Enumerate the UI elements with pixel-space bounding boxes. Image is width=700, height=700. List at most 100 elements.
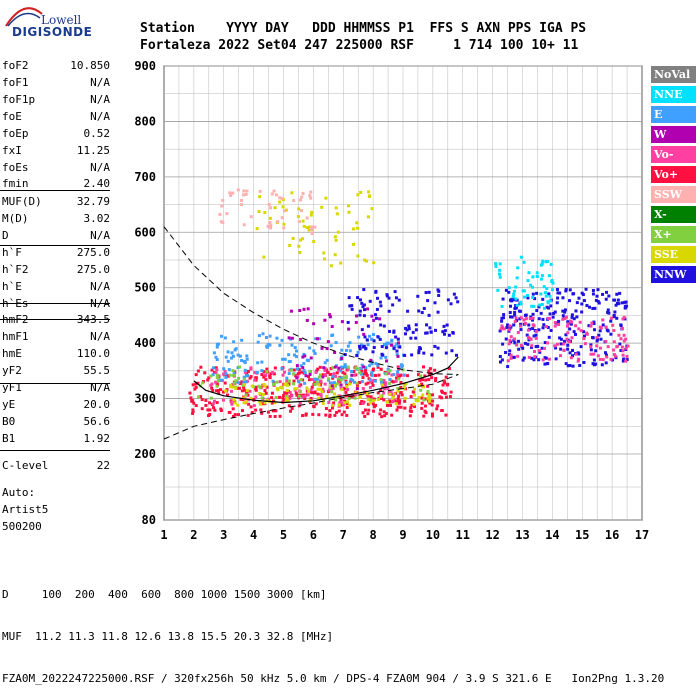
echo-point-vo- xyxy=(366,412,370,416)
echo-point-nnw xyxy=(403,332,407,336)
echo-point-x- xyxy=(260,396,264,400)
echo-point-nnw xyxy=(574,332,578,336)
echo-point-vo- xyxy=(329,366,333,370)
echo-point-sse xyxy=(352,242,356,246)
echo-point-nnw xyxy=(531,318,535,322)
echo-point-nnw xyxy=(541,326,545,330)
echo-point-x- xyxy=(357,367,361,371)
echo-point-x- xyxy=(238,365,242,369)
echo-point-vo- xyxy=(389,391,393,395)
echo-point-e xyxy=(240,359,244,363)
echo-point-nnw xyxy=(504,350,508,354)
echo-point-e xyxy=(339,369,343,373)
echo-point-sse xyxy=(299,238,303,242)
echo-point-e xyxy=(281,357,285,361)
echo-point-vo- xyxy=(395,400,399,404)
legend-sse: SSE xyxy=(651,246,696,263)
echo-point-vo- xyxy=(424,378,428,382)
x-tick-label: 17 xyxy=(635,528,649,542)
logo-digisonde-text: DIGISONDE xyxy=(12,25,93,39)
echo-point-vo- xyxy=(191,408,195,412)
echo-point-vo- xyxy=(263,389,267,393)
echo-point-vo- xyxy=(514,316,518,320)
echo-point-vo- xyxy=(519,343,523,347)
echo-point-vo- xyxy=(283,391,287,395)
echo-point-ssw xyxy=(310,231,314,235)
echo-point-nnw xyxy=(591,336,595,340)
echo-point-nne xyxy=(542,285,546,289)
echo-point-nnw xyxy=(622,357,626,361)
echo-point-nnw xyxy=(571,364,575,368)
echo-point-ssw xyxy=(305,216,309,220)
echo-point-sse xyxy=(263,384,267,388)
echo-point-e xyxy=(231,354,235,358)
echo-point-vo- xyxy=(306,393,310,397)
echo-point-nnw xyxy=(498,355,502,359)
param-separator xyxy=(0,450,110,451)
echo-point-vo- xyxy=(328,414,332,418)
echo-point-vo- xyxy=(270,396,274,400)
echo-point-x- xyxy=(215,373,219,377)
echo-point-vo- xyxy=(207,413,211,417)
echo-point-e xyxy=(256,361,260,365)
echo-point-sse xyxy=(291,236,295,240)
echo-point-vo- xyxy=(271,409,275,413)
echo-point-vo- xyxy=(253,371,257,375)
echo-point-nne xyxy=(497,272,501,276)
echo-point-vo- xyxy=(282,398,286,402)
echo-point-x- xyxy=(231,369,235,373)
echo-point-sse xyxy=(376,397,380,401)
echo-point-vo- xyxy=(531,316,535,320)
echo-point-nnw xyxy=(576,351,580,355)
echo-point-e xyxy=(334,341,338,345)
echo-point-vo- xyxy=(207,376,211,380)
echo-point-nnw xyxy=(580,291,584,295)
echo-point-sse xyxy=(229,385,233,389)
echo-point-nnw xyxy=(358,298,362,302)
x-tick-label: 10 xyxy=(426,528,440,542)
echo-point-nnw xyxy=(512,323,516,327)
echo-point-ssw xyxy=(244,193,248,197)
echo-point-vo- xyxy=(325,368,329,372)
echo-point-vo- xyxy=(331,376,335,380)
echo-point-ssw xyxy=(300,209,304,213)
echo-point-vo- xyxy=(331,387,335,391)
digisonde-logo-icon xyxy=(5,7,43,27)
echo-point-vo- xyxy=(574,324,578,328)
echo-point-sse xyxy=(333,253,337,257)
legend-w: W xyxy=(651,126,696,143)
file-info: FZA0M_2022247225000.RSF / 320fx256h 50 k… xyxy=(2,672,665,685)
echo-point-nnw xyxy=(568,351,572,355)
echo-point-w xyxy=(355,387,359,391)
echo-point-vo- xyxy=(562,342,566,346)
echo-point-vo- xyxy=(615,344,619,348)
echo-point-e xyxy=(245,357,249,361)
echo-point-w xyxy=(323,318,327,322)
echo-point-nnw xyxy=(394,296,398,300)
echo-point-sse xyxy=(308,225,312,229)
echo-point-w xyxy=(298,308,302,312)
echo-point-nnw xyxy=(381,353,385,357)
legend-nne: NNE xyxy=(651,86,696,103)
echo-point-vo- xyxy=(191,409,195,413)
echo-point-nnw xyxy=(561,309,565,313)
echo-point-nnw xyxy=(619,349,623,353)
echo-point-x- xyxy=(315,380,319,384)
echo-point-e xyxy=(386,341,390,345)
echo-point-w xyxy=(303,354,307,358)
echo-point-e xyxy=(344,365,348,369)
echo-point-vo- xyxy=(599,326,603,330)
echo-point-w xyxy=(340,356,344,360)
echo-point-vo- xyxy=(212,406,216,410)
echo-point-e xyxy=(237,381,241,385)
echo-point-e xyxy=(230,351,234,355)
echo-point-vo- xyxy=(223,381,227,385)
echo-point-sse xyxy=(258,195,262,199)
echo-point-nnw xyxy=(442,332,446,336)
echo-point-nnw xyxy=(571,348,575,352)
echo-point-nnw xyxy=(549,329,553,333)
echo-point-sse xyxy=(359,190,363,194)
echo-point-vo- xyxy=(249,367,253,371)
x-tick-label: 9 xyxy=(399,528,406,542)
header-labels: Station YYYY DAY DDD HHMMSS P1 FFS S AXN… xyxy=(140,21,587,36)
